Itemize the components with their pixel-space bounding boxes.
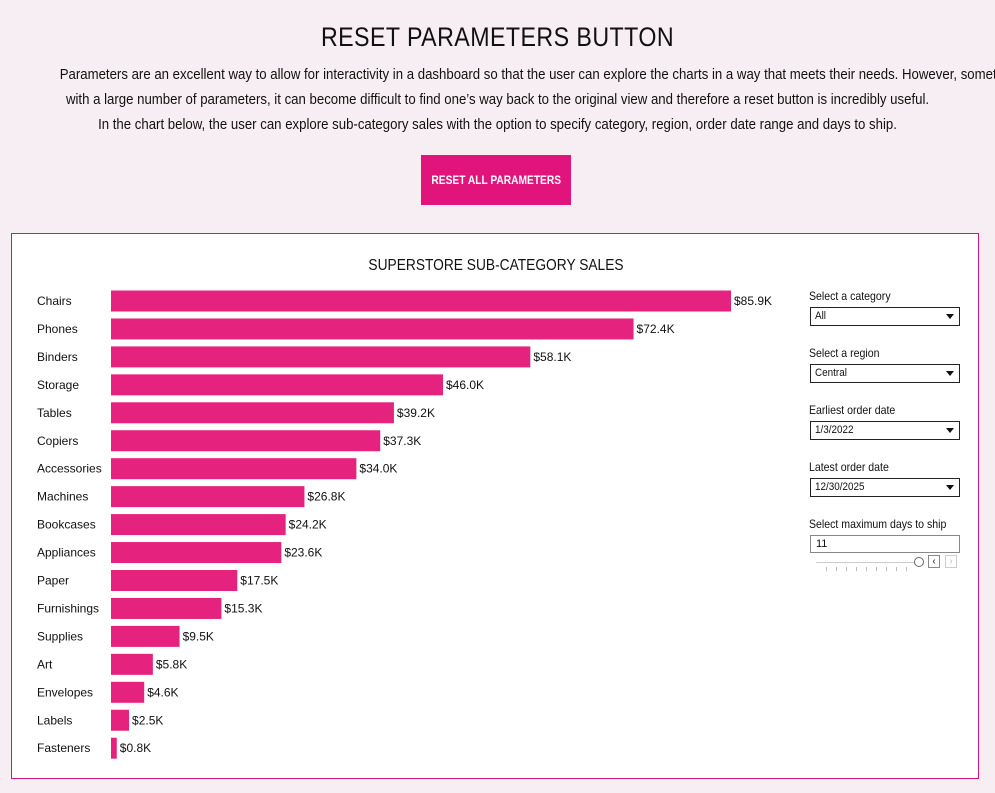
dropdown-arrow-icon [946,314,954,319]
data-label: $24.2K [289,518,327,532]
region-label: Select a region [809,346,880,360]
bar-binders[interactable] [111,346,531,368]
bar-fasteners[interactable] [111,737,117,759]
data-label: $39.2K [397,406,435,420]
category-select-value: All [815,310,827,322]
category-label: Envelopes [37,685,93,699]
bar-envelopes[interactable] [111,681,145,703]
data-label: $0.8K [120,741,151,755]
data-label: $9.5K [183,629,214,643]
bar-phones[interactable] [111,318,634,340]
category-label: Labels [37,713,72,727]
reset-all-parameters-button[interactable]: RESET ALL PARAMETERS [421,155,571,205]
category-label: Copiers [37,434,78,448]
data-label: $72.4K [637,322,675,336]
category-label: Paper [37,574,69,588]
bar-supplies[interactable] [111,625,180,647]
earliest-date-label: Earliest order date [809,403,896,417]
bar-chairs[interactable] [111,290,731,312]
data-label: $34.0K [359,462,397,476]
dropdown-arrow-icon [946,371,954,376]
slider-tick [856,567,857,571]
earliest-date-value: 1/3/2022 [815,424,854,436]
slider-tick [866,567,867,571]
category-label: Binders [37,350,78,364]
chevron-right-icon: › [949,556,953,567]
data-label: $26.8K [307,490,345,504]
page-description: Parameters are an excellent way to allow… [59,62,995,137]
category-label: Appliances [37,546,96,560]
bar-art[interactable] [111,653,153,675]
latest-date-label: Latest order date [809,460,889,474]
bar-machines[interactable] [111,486,305,508]
page-title: RESET PARAMETERS BUTTON [320,22,675,52]
slider-tick [876,567,877,571]
bar-storage[interactable] [111,374,444,396]
bar-tables[interactable] [111,402,394,424]
bar-paper[interactable] [111,570,238,591]
data-label: $37.3K [383,434,421,448]
max-days-label: Select maximum days to ship [809,517,947,531]
region-select[interactable]: Central [810,364,960,383]
bar-furnishings[interactable] [111,597,222,619]
data-label: $4.6K [147,685,178,699]
bar-appliances[interactable] [111,542,282,564]
latest-date-select[interactable]: 12/30/2025 [810,478,960,497]
category-label: Accessories [37,462,102,476]
category-select[interactable]: All [810,307,960,326]
max-days-slider-thumb[interactable] [914,557,924,567]
category-label: Chairs [37,294,72,308]
category-label: Tables [37,406,72,420]
latest-date-value: 12/30/2025 [815,481,865,493]
description-line: In the chart below, the user can explore… [98,116,897,133]
max-days-slider-track[interactable] [816,562,918,563]
category-label: Phones [37,322,78,336]
slider-tick [906,567,907,571]
description-line: Parameters are an excellent way to allow… [59,66,995,83]
slider-tick [896,567,897,571]
category-label: Art [37,657,53,671]
category-label: Select a category [809,289,891,303]
category-label: Machines [37,490,88,504]
max-days-input[interactable]: 11 [810,535,960,553]
category-label: Storage [37,378,79,392]
chevron-left-icon: ‹ [932,556,936,567]
category-label: Supplies [37,629,83,643]
data-label: $2.5K [132,713,163,727]
bar-labels[interactable] [111,709,130,731]
decrement-button[interactable]: ‹ [928,555,940,568]
increment-button[interactable]: › [945,555,957,568]
data-label: $15.3K [224,601,262,615]
data-label: $85.9K [734,294,772,308]
category-label: Bookcases [37,518,96,532]
data-label: $5.8K [156,657,187,671]
data-label: $23.6K [284,546,322,560]
dropdown-arrow-icon [946,485,954,490]
description-line: with a large number of parameters, it ca… [65,91,930,108]
data-label: $58.1K [533,350,571,364]
category-label: Fasteners [37,741,90,755]
slider-tick [886,567,887,571]
earliest-date-select[interactable]: 1/3/2022 [810,421,960,440]
data-label: $17.5K [240,574,278,588]
data-label: $46.0K [446,378,484,392]
bar-accessories[interactable] [111,458,357,480]
slider-tick [846,567,847,571]
slider-tick [836,567,837,571]
dropdown-arrow-icon [946,428,954,433]
max-days-value: 11 [816,538,828,550]
bar-copiers[interactable] [111,430,381,452]
chart-title: SUPERSTORE SUB-CATEGORY SALES [368,257,624,274]
region-select-value: Central [815,367,847,379]
category-label: Furnishings [37,601,99,615]
reset-button-label: RESET ALL PARAMETERS [431,173,561,187]
slider-tick [826,567,827,571]
bar-bookcases[interactable] [111,514,286,536]
